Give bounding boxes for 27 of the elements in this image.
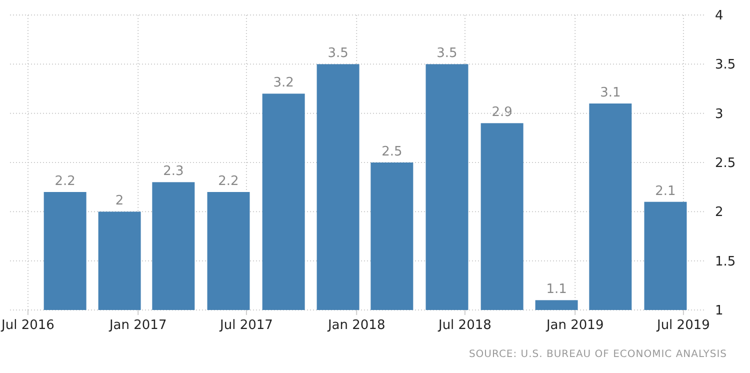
data-label: 2.2 [218,174,239,189]
y-tick-label: 3 [715,106,724,122]
x-tick-label: Jul 2019 [656,318,710,333]
y-tick-label: 2.5 [715,156,736,172]
x-tick-label: Jan 2017 [108,318,167,333]
data-label: 2.9 [492,105,512,120]
data-label: 2.2 [54,174,76,189]
data-label: 3.5 [328,46,348,62]
x-tick-label: Jan 2018 [326,318,386,333]
y-tick-label: 2 [715,205,724,220]
source-note: SOURCE: U.S. BUREAU OF ECONOMIC ANALYSIS [468,349,727,360]
data-label: 2.1 [655,184,676,199]
y-tick-label: 4 [715,8,724,24]
data-label: 3.1 [600,86,621,100]
data-label: 2.3 [163,164,184,180]
data-label: 2.5 [382,144,402,160]
data-label: 3.2 [273,76,294,91]
x-tick-label: Jul 2017 [219,318,273,333]
y-tick-label: 1.5 [715,254,736,270]
data-label: 2 [115,194,124,209]
data-label: 1.1 [546,282,567,298]
x-tick-label: Jul 2016 [0,318,54,333]
x-tick-label: Jul 2018 [438,318,492,333]
y-tick-label: 3.5 [715,58,736,73]
data-label: 3.5 [436,46,458,62]
y-tick-label: 1 [715,304,724,319]
x-tick-label: Jan 2019 [545,318,604,333]
